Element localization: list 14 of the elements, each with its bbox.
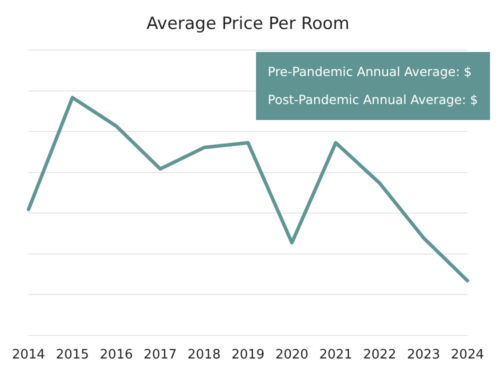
x-tick-label: 2015 (56, 348, 89, 363)
x-tick-label: 2020 (275, 348, 308, 363)
annotation: Post-Pandemic Annual Average: $ (268, 91, 478, 109)
x-tick-label: 2019 (231, 348, 265, 363)
x-tick-label: 2017 (144, 348, 177, 363)
x-tick-label: 2014 (12, 348, 46, 363)
x-tick-label: 2016 (100, 348, 133, 363)
x-tick-label: 2023 (407, 348, 440, 363)
text: Pre-Pandemic Annual Average: $ (268, 63, 473, 81)
x-tick-label: 2018 (188, 348, 221, 363)
chart-title: Average Price Per Room (146, 14, 350, 34)
x-tick-label: 2024 (450, 348, 484, 363)
x-tick-label: 2022 (363, 348, 396, 363)
x-tick-label: 2021 (319, 348, 352, 363)
